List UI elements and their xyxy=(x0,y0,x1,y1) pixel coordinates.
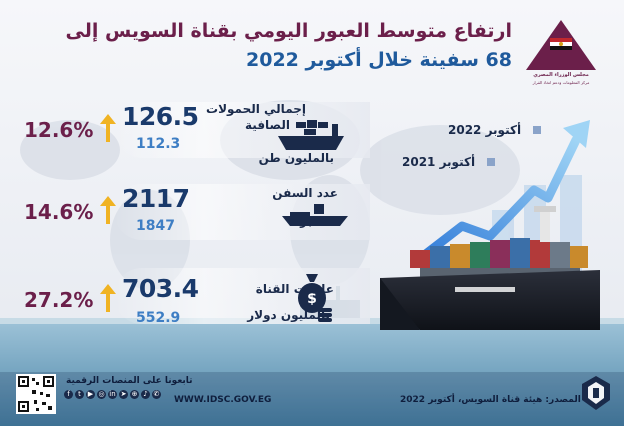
title-line-1: ارتفاع متوسط العبور اليومي بقناة السويس … xyxy=(65,20,512,42)
twitter-icon[interactable]: t xyxy=(75,390,84,399)
whatsapp-icon[interactable]: ✆ xyxy=(152,390,161,399)
legend-oct-2021: أكتوبر 2021 xyxy=(402,155,476,169)
value-oct-2022: 703.4 xyxy=(122,274,199,303)
tiktok-icon[interactable]: ♪ xyxy=(141,390,150,399)
footer-bar xyxy=(0,372,624,426)
idsc-logo: مجلس الوزراء المصري مركز المعلومات ودعم … xyxy=(524,18,598,90)
row-unit: بالمليون دولار xyxy=(247,308,330,322)
change-percent: 12.6% xyxy=(24,118,94,142)
row-card xyxy=(114,184,370,240)
logo-text-line-2: مركز المعلومات ودعم اتخاذ القرار xyxy=(532,80,590,85)
title-line-2: 68 سفينة خلال أكتوبر 2022 xyxy=(246,49,512,71)
stat-row-canal-revenue: 27.2% 703.4 552.9 $ عائدات القناة بالملي… xyxy=(18,262,370,332)
value-oct-2021: 112.3 xyxy=(136,136,181,152)
value-oct-2022: 126.5 xyxy=(122,102,199,131)
up-arrow-icon xyxy=(100,114,116,142)
globe-icon[interactable]: ⊕ xyxy=(130,390,139,399)
change-percent: 27.2% xyxy=(24,288,94,312)
value-oct-2021: 552.9 xyxy=(136,310,181,326)
source-note: المصدر: هيئة قناة السويس، أكتوبر 2022 xyxy=(400,395,581,405)
linkedin-icon[interactable]: in xyxy=(108,390,117,399)
telegram-icon[interactable]: ➤ xyxy=(119,390,128,399)
row-label-line-1: عدد السفن xyxy=(272,186,338,200)
row-unit: بالمليون طن xyxy=(258,151,334,165)
change-percent: 14.6% xyxy=(24,200,94,224)
row-label-line-1: عائدات القناة xyxy=(255,282,334,296)
value-oct-2021: 1847 xyxy=(136,218,175,234)
website-link[interactable]: WWW.IDSC.GOV.EG xyxy=(174,395,272,405)
cargo-ship-icon xyxy=(278,120,344,150)
ship-icon xyxy=(282,204,348,226)
legend-oct-2022: أكتوبر 2022 xyxy=(448,123,522,137)
row-label-line-2: الصافية xyxy=(245,118,290,132)
qr-code[interactable] xyxy=(16,374,56,414)
stat-row-net-tonnage: 12.6% 126.5 112.3 إجمالي الحمولات الصافي… xyxy=(18,96,370,166)
logo-text-line-1: مجلس الوزراء المصري xyxy=(533,72,589,78)
svg-text:$: $ xyxy=(307,291,317,307)
row-label-line-1: إجمالي الحمولات xyxy=(206,102,306,116)
follow-us-text: تابعونا على المنصات الرقمية xyxy=(66,376,193,386)
row-label-line-2: العابرة xyxy=(293,214,332,228)
instagram-icon[interactable]: ◎ xyxy=(97,390,106,399)
up-arrow-icon xyxy=(100,196,116,224)
value-oct-2022: 2117 xyxy=(122,184,190,213)
up-arrow-icon xyxy=(100,284,116,312)
facebook-icon[interactable]: f xyxy=(64,390,73,399)
legend-swatch-2022 xyxy=(533,126,541,134)
youtube-icon[interactable]: ▶ xyxy=(86,390,95,399)
legend-swatch-2021 xyxy=(487,158,495,166)
stat-row-transiting-vessels: 14.6% 2117 1847 عدد السفن العابرة xyxy=(18,178,370,248)
money-bag-icon: $ xyxy=(298,274,332,322)
idsc-emblem-icon xyxy=(582,376,610,410)
